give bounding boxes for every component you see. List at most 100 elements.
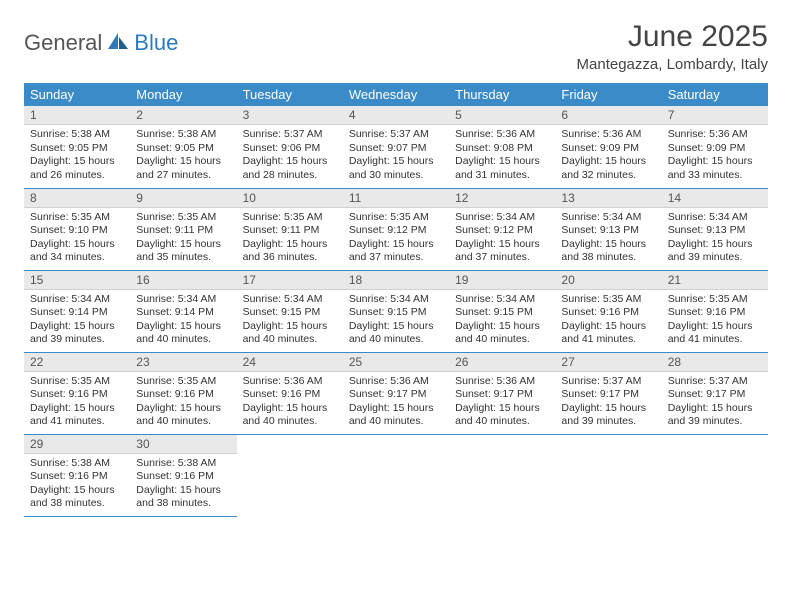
day-number: 21 <box>662 271 768 290</box>
sunrise-text: Sunrise: 5:34 AM <box>561 211 655 225</box>
sunset-text: Sunset: 9:16 PM <box>136 470 230 484</box>
daylight-text: Daylight: 15 hours and 28 minutes. <box>243 155 337 182</box>
logo-text-blue: Blue <box>134 30 178 56</box>
day-body: Sunrise: 5:36 AMSunset: 9:09 PMDaylight:… <box>555 125 661 187</box>
day-number: 17 <box>237 271 343 290</box>
daylight-text: Daylight: 15 hours and 33 minutes. <box>668 155 762 182</box>
sunset-text: Sunset: 9:12 PM <box>455 224 549 238</box>
day-number: 3 <box>237 106 343 125</box>
day-body: Sunrise: 5:37 AMSunset: 9:06 PMDaylight:… <box>237 125 343 187</box>
daylight-text: Daylight: 15 hours and 39 minutes. <box>30 320 124 347</box>
logo: General Blue <box>24 30 178 56</box>
calendar-cell <box>237 434 343 516</box>
daylight-text: Daylight: 15 hours and 40 minutes. <box>349 320 443 347</box>
day-number: 29 <box>24 435 130 454</box>
sunrise-text: Sunrise: 5:36 AM <box>668 128 762 142</box>
day-number: 18 <box>343 271 449 290</box>
daylight-text: Daylight: 15 hours and 39 minutes. <box>561 402 655 429</box>
weekday-header-row: Sunday Monday Tuesday Wednesday Thursday… <box>24 83 768 106</box>
day-body: Sunrise: 5:36 AMSunset: 9:17 PMDaylight:… <box>449 372 555 434</box>
day-number: 1 <box>24 106 130 125</box>
calendar-cell: 29Sunrise: 5:38 AMSunset: 9:16 PMDayligh… <box>24 434 130 516</box>
calendar-cell: 15 Sunrise: 5:34 AMSunset: 9:14 PMDayligh… <box>24 270 130 352</box>
sunrise-text: Sunrise: 5:35 AM <box>136 211 230 225</box>
calendar-cell: 24Sunrise: 5:36 AMSunset: 9:16 PMDayligh… <box>237 352 343 434</box>
sunset-text: Sunset: 9:08 PM <box>455 142 549 156</box>
calendar-cell: 8Sunrise: 5:35 AMSunset: 9:10 PMDaylight… <box>24 188 130 270</box>
day-number: 4 <box>343 106 449 125</box>
sunset-text: Sunset: 9:11 PM <box>136 224 230 238</box>
daylight-text: Daylight: 15 hours and 34 minutes. <box>30 238 124 265</box>
day-body: Sunrise: 5:38 AMSunset: 9:05 PMDaylight:… <box>24 125 130 187</box>
calendar-cell: 6Sunrise: 5:36 AMSunset: 9:09 PMDaylight… <box>555 106 661 188</box>
sunset-text: Sunset: 9:16 PM <box>30 470 124 484</box>
daylight-text: Daylight: 15 hours and 30 minutes. <box>349 155 443 182</box>
calendar-week-row: 8Sunrise: 5:35 AMSunset: 9:10 PMDaylight… <box>24 188 768 270</box>
daylight-text: Daylight: 15 hours and 39 minutes. <box>668 402 762 429</box>
day-number: 23 <box>130 353 236 372</box>
calendar-cell: 28Sunrise: 5:37 AMSunset: 9:17 PMDayligh… <box>662 352 768 434</box>
sunset-text: Sunset: 9:09 PM <box>561 142 655 156</box>
daylight-text: Daylight: 15 hours and 38 minutes. <box>136 484 230 511</box>
sunset-text: Sunset: 9:06 PM <box>243 142 337 156</box>
calendar-cell: 10Sunrise: 5:35 AMSunset: 9:11 PMDayligh… <box>237 188 343 270</box>
daylight-text: Daylight: 15 hours and 32 minutes. <box>561 155 655 182</box>
sunset-text: Sunset: 9:05 PM <box>30 142 124 156</box>
sunset-text: Sunset: 9:09 PM <box>668 142 762 156</box>
calendar-cell <box>449 434 555 516</box>
day-body: Sunrise: 5:34 AMSunset: 9:15 PMDaylight:… <box>237 290 343 352</box>
daylight-text: Daylight: 15 hours and 38 minutes. <box>30 484 124 511</box>
daylight-text: Daylight: 15 hours and 40 minutes. <box>136 320 230 347</box>
day-number: 12 <box>449 189 555 208</box>
day-body: Sunrise: 5:34 AMSunset: 9:15 PMDaylight:… <box>343 290 449 352</box>
weekday-friday: Friday <box>555 83 661 106</box>
daylight-text: Daylight: 15 hours and 41 minutes. <box>668 320 762 347</box>
calendar-cell: 12Sunrise: 5:34 AMSunset: 9:12 PMDayligh… <box>449 188 555 270</box>
sunrise-text: Sunrise: 5:35 AM <box>136 375 230 389</box>
daylight-text: Daylight: 15 hours and 31 minutes. <box>455 155 549 182</box>
calendar-cell: 30Sunrise: 5:38 AMSunset: 9:16 PMDayligh… <box>130 434 236 516</box>
day-number: 16 <box>130 271 236 290</box>
day-body: Sunrise: 5:36 AMSunset: 9:16 PMDaylight:… <box>237 372 343 434</box>
daylight-text: Daylight: 15 hours and 40 minutes. <box>455 320 549 347</box>
sunset-text: Sunset: 9:14 PM <box>30 306 124 320</box>
calendar-cell: 2Sunrise: 5:38 AMSunset: 9:05 PMDaylight… <box>130 106 236 188</box>
sunrise-text: Sunrise: 5:36 AM <box>349 375 443 389</box>
day-body: Sunrise: 5:34 AMSunset: 9:12 PMDaylight:… <box>449 208 555 270</box>
weekday-monday: Monday <box>130 83 236 106</box>
logo-sail-icon <box>106 31 130 56</box>
sunrise-text: Sunrise: 5:35 AM <box>561 293 655 307</box>
sunrise-text: Sunrise: 5:37 AM <box>349 128 443 142</box>
calendar-cell: 26Sunrise: 5:36 AMSunset: 9:17 PMDayligh… <box>449 352 555 434</box>
sunrise-text: Sunrise: 5:36 AM <box>561 128 655 142</box>
calendar-week-row: 22Sunrise: 5:35 AMSunset: 9:16 PMDayligh… <box>24 352 768 434</box>
sunrise-text: Sunrise: 5:34 AM <box>30 293 124 307</box>
day-number: 24 <box>237 353 343 372</box>
day-body: Sunrise: 5:34 AMSunset: 9:13 PMDaylight:… <box>555 208 661 270</box>
day-body: Sunrise: 5:38 AMSunset: 9:16 PMDaylight:… <box>24 454 130 516</box>
sunrise-text: Sunrise: 5:35 AM <box>30 375 124 389</box>
calendar-cell: 20Sunrise: 5:35 AMSunset: 9:16 PMDayligh… <box>555 270 661 352</box>
sunrise-text: Sunrise: 5:37 AM <box>668 375 762 389</box>
day-number: 11 <box>343 189 449 208</box>
day-body: Sunrise: 5:34 AMSunset: 9:15 PMDaylight:… <box>449 290 555 352</box>
sunrise-text: Sunrise: 5:36 AM <box>455 375 549 389</box>
day-body: Sunrise: 5:36 AMSunset: 9:08 PMDaylight:… <box>449 125 555 187</box>
sunset-text: Sunset: 9:11 PM <box>243 224 337 238</box>
day-body: Sunrise: 5:35 AMSunset: 9:16 PMDaylight:… <box>130 372 236 434</box>
day-number: 15 <box>24 271 130 290</box>
day-body: Sunrise: 5:34 AMSunset: 9:14 PMDaylight:… <box>130 290 236 352</box>
calendar-cell: 14Sunrise: 5:34 AMSunset: 9:13 PMDayligh… <box>662 188 768 270</box>
daylight-text: Daylight: 15 hours and 26 minutes. <box>30 155 124 182</box>
sunset-text: Sunset: 9:12 PM <box>349 224 443 238</box>
daylight-text: Daylight: 15 hours and 41 minutes. <box>30 402 124 429</box>
day-number: 26 <box>449 353 555 372</box>
sunrise-text: Sunrise: 5:36 AM <box>455 128 549 142</box>
calendar-cell: 3Sunrise: 5:37 AMSunset: 9:06 PMDaylight… <box>237 106 343 188</box>
daylight-text: Daylight: 15 hours and 40 minutes. <box>455 402 549 429</box>
daylight-text: Daylight: 15 hours and 40 minutes. <box>349 402 443 429</box>
daylight-text: Daylight: 15 hours and 37 minutes. <box>455 238 549 265</box>
day-body: Sunrise: 5:35 AMSunset: 9:16 PMDaylight:… <box>662 290 768 352</box>
sunset-text: Sunset: 9:16 PM <box>243 388 337 402</box>
calendar-cell: 19Sunrise: 5:34 AMSunset: 9:15 PMDayligh… <box>449 270 555 352</box>
